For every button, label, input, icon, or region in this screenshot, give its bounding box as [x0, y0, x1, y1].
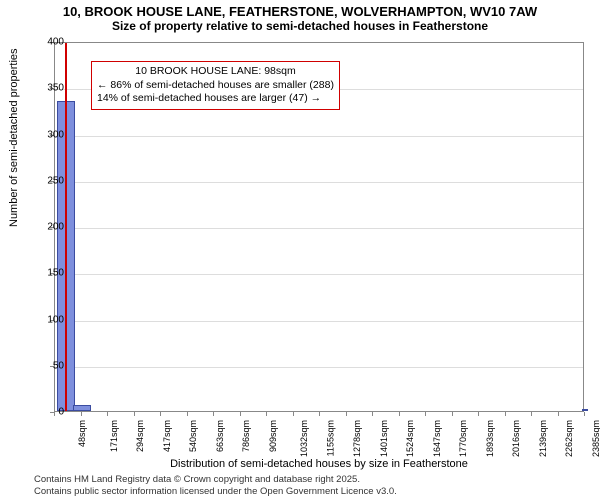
x-axis-label: Distribution of semi-detached houses by … — [54, 458, 584, 470]
callout-line: 14% of semi-detached houses are larger (… — [97, 92, 334, 106]
gridline-h — [55, 228, 583, 229]
chart-area: 10 BROOK HOUSE LANE: 98sqm← 86% of semi-… — [54, 42, 584, 412]
title-line2: Size of property relative to semi-detach… — [0, 19, 600, 33]
xtick-label: 1155sqm — [325, 420, 335, 456]
title-line1: 10, BROOK HOUSE LANE, FEATHERSTONE, WOLV… — [0, 4, 600, 19]
y-axis-label: Number of semi-detached properties — [8, 48, 20, 227]
ytick-label: 200 — [47, 222, 64, 233]
xtick-label: 540sqm — [188, 420, 198, 452]
histogram-bar — [582, 409, 588, 411]
xtick-mark — [478, 412, 479, 416]
xtick-label: 1401sqm — [379, 420, 389, 457]
xtick-label: 909sqm — [268, 420, 278, 452]
ytick-label: 0 — [58, 407, 64, 418]
xtick-label: 2385sqm — [591, 420, 600, 457]
xtick-label: 417sqm — [162, 420, 172, 452]
xtick-label: 1278sqm — [352, 420, 362, 457]
footer-line1: Contains HM Land Registry data © Crown c… — [34, 474, 397, 486]
xtick-mark — [346, 412, 347, 416]
xtick-label: 1524sqm — [405, 420, 415, 457]
gridline-h — [55, 182, 583, 183]
xtick-label: 1893sqm — [485, 420, 495, 457]
xtick-label: 663sqm — [215, 420, 225, 452]
gridline-h — [55, 136, 583, 137]
callout-line: 10 BROOK HOUSE LANE: 98sqm — [97, 65, 334, 79]
xtick-mark — [81, 412, 82, 416]
xtick-label: 171sqm — [109, 420, 119, 452]
attribution-footer: Contains HM Land Registry data © Crown c… — [34, 474, 397, 498]
xtick-mark — [505, 412, 506, 416]
title-block: 10, BROOK HOUSE LANE, FEATHERSTONE, WOLV… — [0, 0, 600, 35]
gridline-h — [55, 367, 583, 368]
xtick-label: 2139sqm — [538, 420, 548, 457]
xtick-label: 1647sqm — [432, 420, 442, 457]
highlight-line — [65, 43, 67, 411]
xtick-mark — [425, 412, 426, 416]
xtick-label: 48sqm — [77, 420, 87, 447]
xtick-mark — [160, 412, 161, 416]
ytick-label: 100 — [47, 314, 64, 325]
xtick-mark — [266, 412, 267, 416]
gridline-h — [55, 274, 583, 275]
footer-line2: Contains public sector information licen… — [34, 486, 397, 498]
callout-line: ← 86% of semi-detached houses are smalle… — [97, 79, 334, 93]
xtick-mark — [187, 412, 188, 416]
histogram-bar — [73, 405, 91, 411]
callout-box: 10 BROOK HOUSE LANE: 98sqm← 86% of semi-… — [91, 61, 340, 110]
xtick-mark — [531, 412, 532, 416]
xtick-label: 2016sqm — [511, 420, 521, 457]
ytick-label: 150 — [47, 268, 64, 279]
xtick-mark — [558, 412, 559, 416]
xtick-mark — [213, 412, 214, 416]
xtick-mark — [54, 412, 55, 416]
gridline-h — [55, 321, 583, 322]
xtick-mark — [584, 412, 585, 416]
xtick-mark — [240, 412, 241, 416]
plot-region: 10 BROOK HOUSE LANE: 98sqm← 86% of semi-… — [54, 42, 584, 412]
xtick-label: 1032sqm — [299, 420, 309, 457]
xtick-mark — [372, 412, 373, 416]
xtick-mark — [399, 412, 400, 416]
xtick-mark — [293, 412, 294, 416]
xtick-mark — [319, 412, 320, 416]
xtick-mark — [107, 412, 108, 416]
xtick-mark — [452, 412, 453, 416]
ytick-label: 250 — [47, 175, 64, 186]
ytick-label: 350 — [47, 83, 64, 94]
ytick-label: 400 — [47, 37, 64, 48]
xtick-label: 786sqm — [241, 420, 251, 452]
xtick-mark — [134, 412, 135, 416]
xtick-label: 294sqm — [135, 420, 145, 452]
ytick-label: 50 — [53, 360, 64, 371]
xtick-label: 2262sqm — [564, 420, 574, 457]
ytick-label: 300 — [47, 129, 64, 140]
xtick-label: 1770sqm — [458, 420, 468, 457]
